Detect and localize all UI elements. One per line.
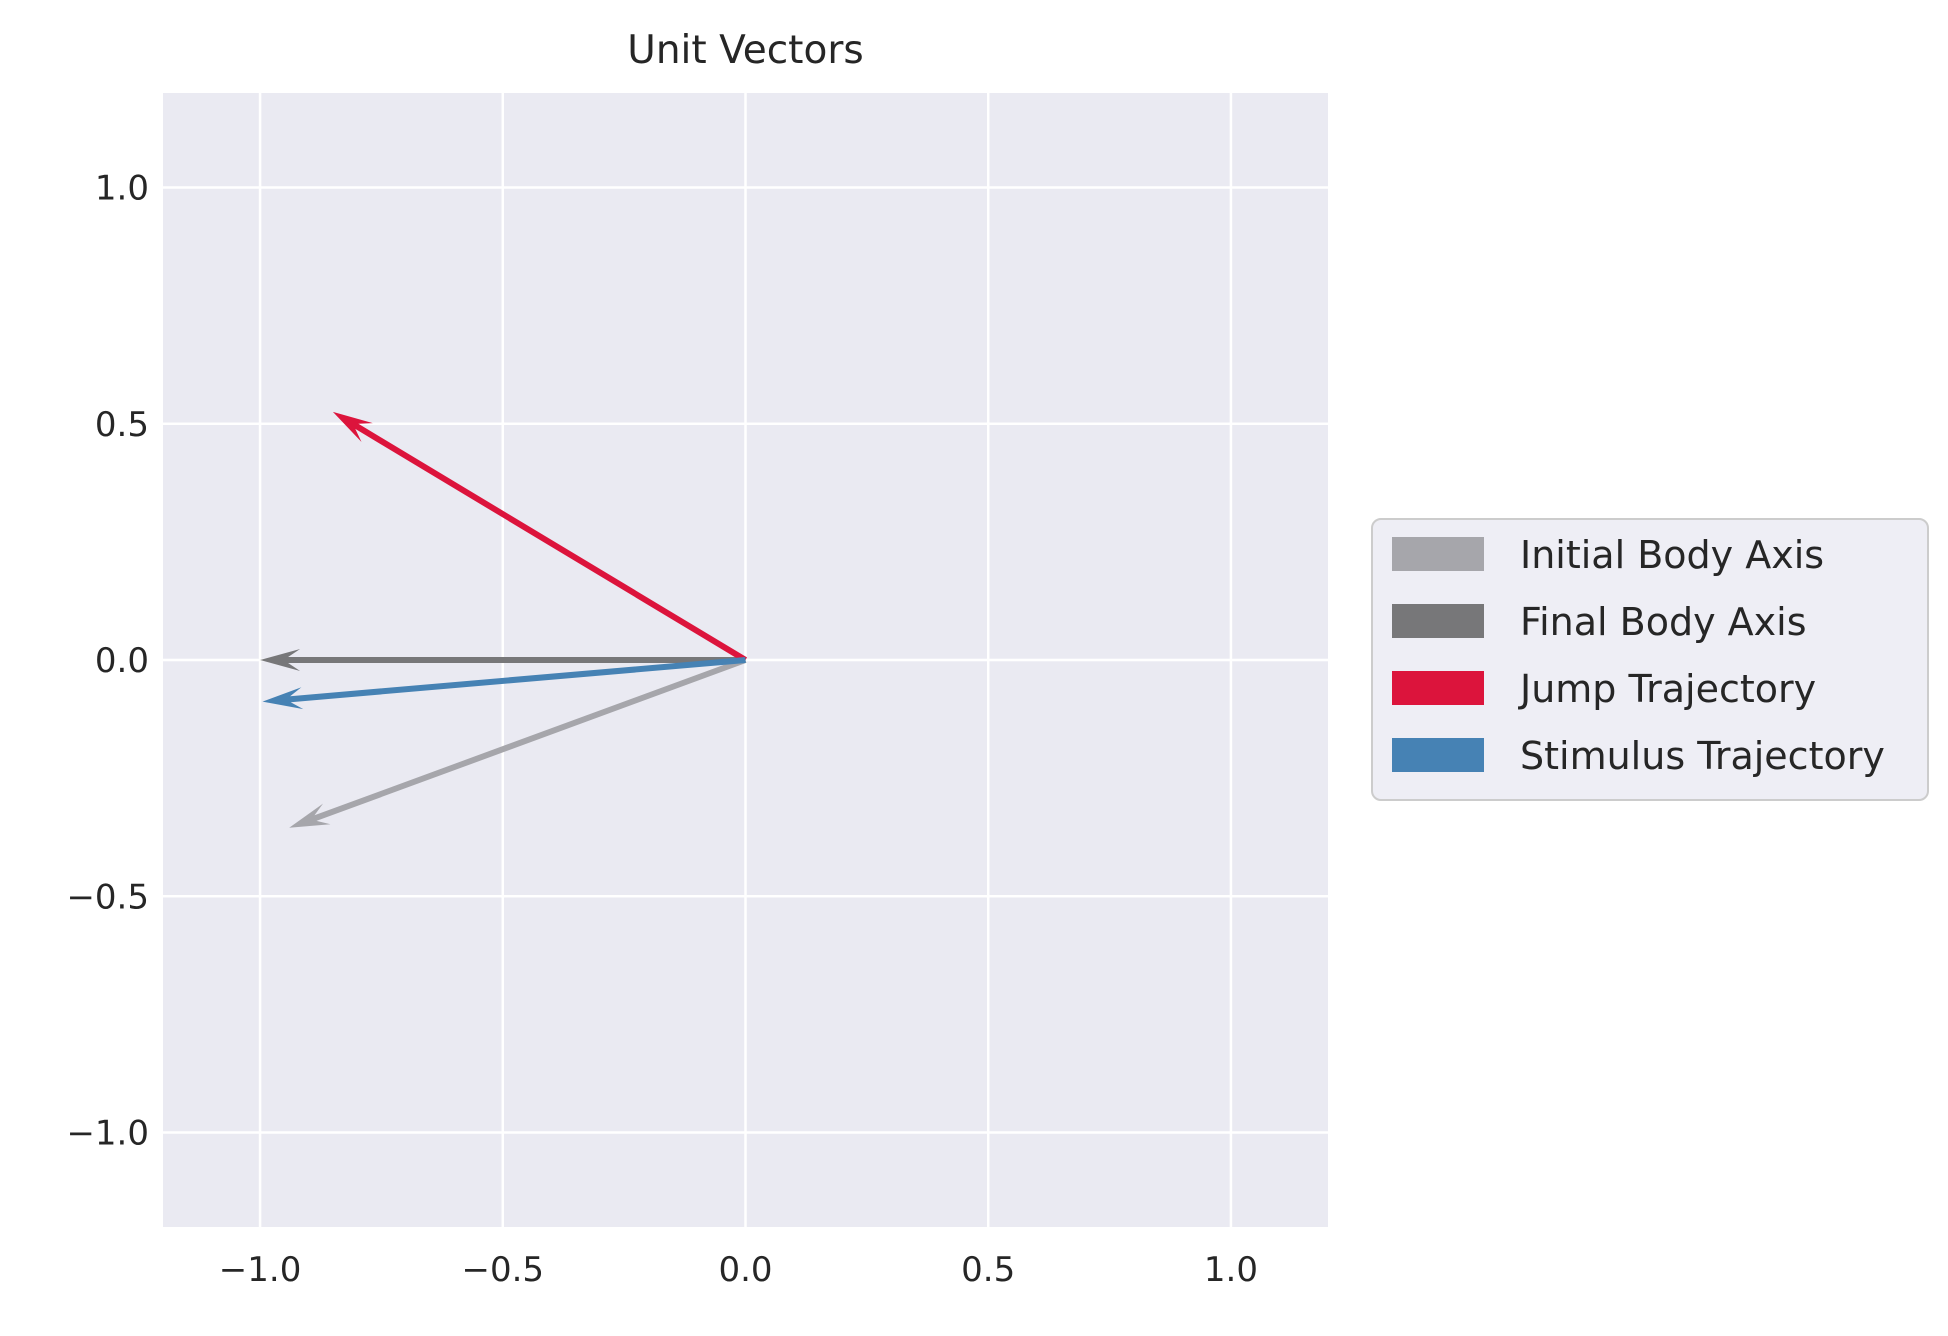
vector-arrows [260,411,747,828]
jump-trajectory-arrow [332,411,747,663]
jump-trajectory-legend-swatch [1392,671,1484,705]
y-tick-label: 1.0 [95,169,149,209]
final-body-axis-legend-label: Final Body Axis [1520,600,1807,644]
x-tick-label: −1.0 [219,1250,302,1290]
stimulus-trajectory-legend-swatch [1392,738,1484,772]
final-body-axis-arrow [260,649,746,671]
chart-title: Unit Vectors [627,28,863,73]
x-tick-label: 1.0 [1204,1250,1258,1290]
stimulus-trajectory-legend-label: Stimulus Trajectory [1520,734,1885,778]
x-tick-labels: −1.0 −0.5 0.0 0.5 1.0 [219,1250,1258,1290]
y-tick-label: 0.0 [95,641,149,681]
initial-body-axis-legend-label: Initial Body Axis [1520,533,1824,577]
legend: Initial Body Axis Final Body Axis Jump Tra… [1371,518,1929,801]
initial-body-axis-legend-swatch [1392,537,1484,571]
stimulus-trajectory-arrow [262,657,746,710]
final-body-axis-legend-swatch [1392,604,1484,638]
x-tick-label: 0.0 [718,1250,772,1290]
y-tick-label: −0.5 [66,877,149,917]
y-tick-label: 0.5 [95,405,149,445]
y-tick-label: −1.0 [66,1114,149,1154]
jump-trajectory-legend-label: Jump Trajectory [1518,667,1816,711]
initial-body-axis-arrow [289,657,747,828]
y-tick-labels: −1.0 −0.5 0.0 0.5 1.0 [66,169,149,1154]
legend-frame [1371,518,1929,801]
x-tick-label: 0.5 [961,1250,1015,1290]
x-tick-label: −0.5 [462,1250,545,1290]
